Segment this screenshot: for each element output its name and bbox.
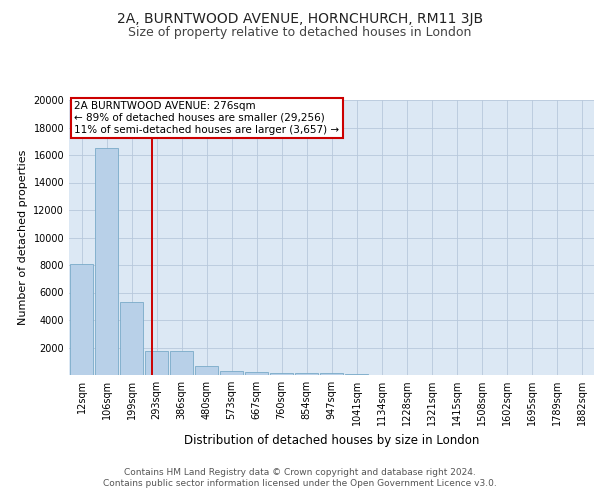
Bar xyxy=(295,373,319,375)
Text: 2A BURNTWOOD AVENUE: 276sqm
← 89% of detached houses are smaller (29,256)
11% of: 2A BURNTWOOD AVENUE: 276sqm ← 89% of det… xyxy=(74,102,340,134)
Bar xyxy=(194,366,218,375)
Bar xyxy=(245,372,268,375)
Bar xyxy=(220,370,244,375)
Bar xyxy=(119,302,143,375)
Text: 2A, BURNTWOOD AVENUE, HORNCHURCH, RM11 3JB: 2A, BURNTWOOD AVENUE, HORNCHURCH, RM11 3… xyxy=(117,12,483,26)
X-axis label: Distribution of detached houses by size in London: Distribution of detached houses by size … xyxy=(184,434,479,446)
Y-axis label: Number of detached properties: Number of detached properties xyxy=(18,150,28,325)
Text: Contains HM Land Registry data © Crown copyright and database right 2024.
Contai: Contains HM Land Registry data © Crown c… xyxy=(103,468,497,487)
Bar xyxy=(70,264,94,375)
Bar xyxy=(320,374,343,375)
Bar xyxy=(344,374,368,375)
Bar xyxy=(145,351,169,375)
Text: Size of property relative to detached houses in London: Size of property relative to detached ho… xyxy=(128,26,472,39)
Bar xyxy=(170,351,193,375)
Bar xyxy=(269,372,293,375)
Bar xyxy=(95,148,118,375)
